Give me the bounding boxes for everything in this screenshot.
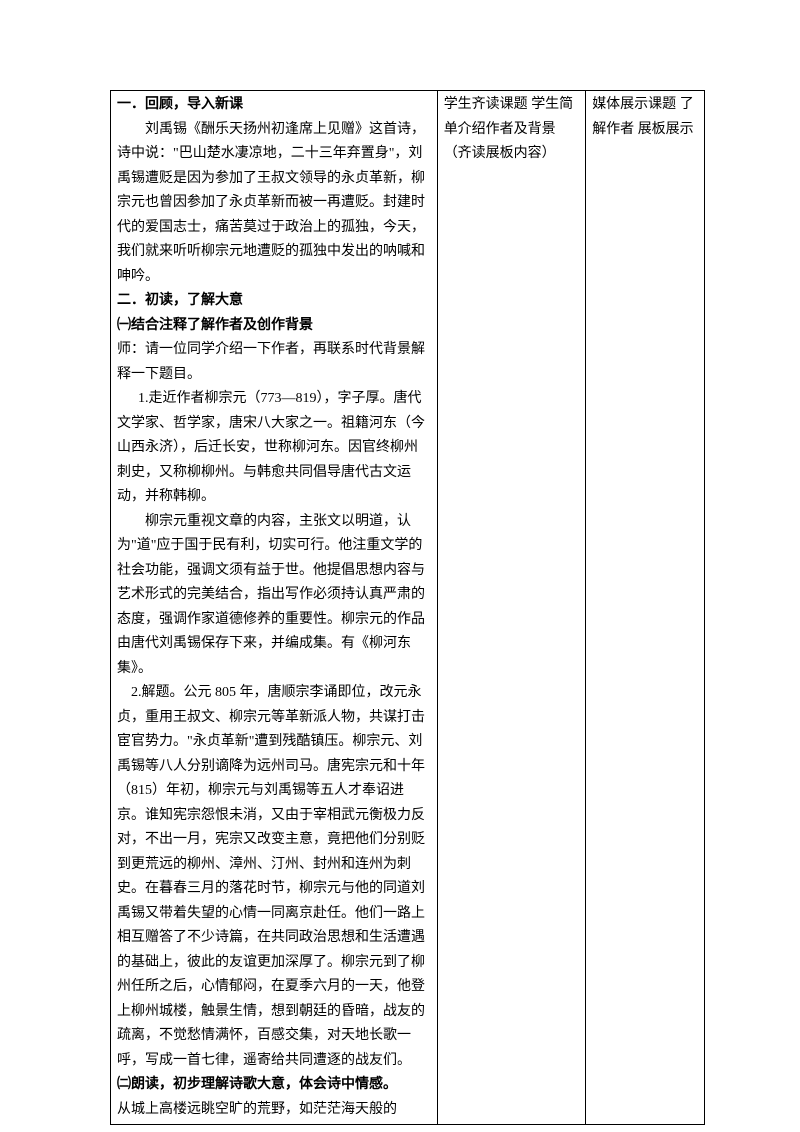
paragraph: 柳宗元重视文章的内容，主张文以明道，认为"道"应于国于民有利，切实可行。他注重文… <box>117 510 431 682</box>
student-note: （齐读展板内容） <box>444 146 556 161</box>
page: 一．回顾，导入新课 刘禹锡《酬乐天扬州初逢席上见赠》这首诗，诗中说："巴山楚水凄… <box>0 0 800 1132</box>
cell-main: 一．回顾，导入新课 刘禹锡《酬乐天扬州初逢席上见赠》这首诗，诗中说："巴山楚水凄… <box>111 91 438 1125</box>
heading-1: 一．回顾，导入新课 <box>117 93 431 118</box>
paragraph: 1.走近作者柳宗元（773—819），字子厚。唐代文学家、哲学家，唐宋八大家之一… <box>117 387 431 510</box>
cell-media: 媒体展示课题 了解作者 展板展示 <box>586 91 705 1125</box>
paragraph: 2.解题。公元 805 年，唐顺宗李诵即位，改元永贞，重用王叔文、柳宗元等革新派… <box>117 681 431 1073</box>
cell-student: 学生齐读课题 学生简单介绍作者及背景 （齐读展板内容） <box>437 91 586 1125</box>
heading-2: 二．初读，了解大意 <box>117 289 431 314</box>
table-row: 一．回顾，导入新课 刘禹锡《酬乐天扬州初逢席上见赠》这首诗，诗中说："巴山楚水凄… <box>111 91 705 1125</box>
heading-2b: ㈡朗读，初步理解诗歌大意，体会诗中情感。 <box>117 1073 431 1098</box>
paragraph: 师：请一位同学介绍一下作者，再联系时代背景解释一下题目。 <box>117 338 431 387</box>
media-note: 媒体展示课题 <box>592 97 676 112</box>
heading-2a: ㈠结合注释了解作者及创作背景 <box>117 314 431 339</box>
student-note: 学生齐读课题 <box>444 97 528 112</box>
media-note: 展板展示 <box>638 122 694 137</box>
paragraph: 从城上高楼远眺空旷的荒野，如茫茫海天般的 <box>117 1098 431 1123</box>
lesson-table: 一．回顾，导入新课 刘禹锡《酬乐天扬州初逢席上见赠》这首诗，诗中说："巴山楚水凄… <box>110 90 705 1125</box>
paragraph: 刘禹锡《酬乐天扬州初逢席上见赠》这首诗，诗中说："巴山楚水凄凉地，二十三年弃置身… <box>117 118 431 290</box>
